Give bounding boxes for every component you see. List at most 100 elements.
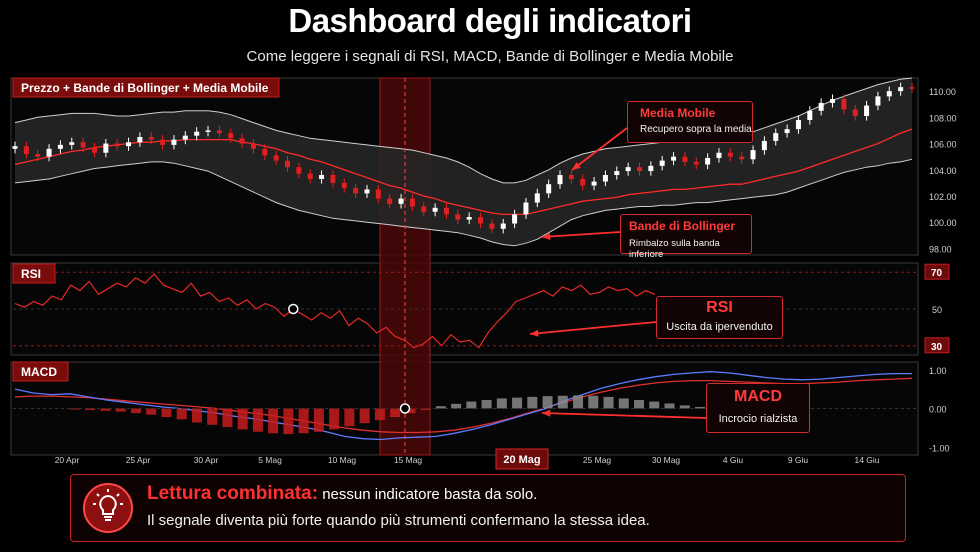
macd-histogram-bar <box>85 408 96 411</box>
callout-rsi: RSI Uscita da ipervenduto <box>656 296 783 339</box>
candle-body <box>875 96 881 106</box>
candle-body <box>80 142 86 148</box>
macd-histogram-bar <box>557 395 568 409</box>
candle-body <box>364 189 370 194</box>
candle-body <box>330 175 336 183</box>
callout-media-mobile-title: Media Mobile <box>640 106 716 120</box>
candle-body <box>137 137 143 143</box>
macd-histogram-bar <box>588 395 599 409</box>
candle-body <box>636 167 642 172</box>
callout-bollinger-text: Rimbalzo sulla banda inferiore <box>629 238 720 260</box>
macd-histogram-bar <box>298 408 309 434</box>
candle-body <box>761 140 767 151</box>
price-tick-label: 108.00 <box>929 113 957 123</box>
rsi-panel-label: RSI <box>21 267 41 281</box>
callout-arrow <box>571 127 628 171</box>
candle-body <box>886 91 892 97</box>
candle-body <box>375 189 381 199</box>
candle-body <box>466 216 472 220</box>
price-tick-label: 104.00 <box>929 166 957 176</box>
candle-body <box>443 207 449 215</box>
macd-histogram-bar <box>359 408 370 424</box>
x-tick-label: 30 Mag <box>652 455 681 465</box>
candle-body <box>784 129 790 134</box>
macd-histogram-bar <box>634 399 645 409</box>
candle-body <box>455 214 461 220</box>
macd-histogram-bar <box>695 406 705 409</box>
callout-macd: MACD Incrocio rialzista <box>706 383 810 433</box>
x-tick-label: 9 Giu <box>788 455 809 465</box>
candle-body <box>421 206 427 212</box>
rsi-signal-marker <box>288 303 299 315</box>
candle-body <box>228 133 234 139</box>
candle-body <box>602 175 608 182</box>
candle-body <box>341 182 347 189</box>
macd-tick-label: 0.00 <box>929 405 947 415</box>
macd-histogram-bar <box>222 408 233 428</box>
macd-histogram-bar <box>268 408 279 434</box>
macd-tick-label: 1.00 <box>929 366 947 376</box>
candle-body <box>409 198 415 207</box>
page-subtitle: Come leggere i segnali di RSI, MACD, Ban… <box>246 48 734 65</box>
candle-body <box>307 173 313 179</box>
candle-body <box>523 202 529 215</box>
candle-body <box>285 160 291 168</box>
macd-signal-line <box>14 377 913 434</box>
macd-tick-label: -1.00 <box>929 443 950 453</box>
candle-body <box>864 105 870 117</box>
candle-body <box>57 144 63 149</box>
macd-histogram-bar <box>481 399 492 409</box>
bollinger-band-fill <box>15 78 912 246</box>
x-tick-label: 14 Giu <box>854 455 879 465</box>
candle-body <box>671 156 677 161</box>
candle-body <box>625 167 631 172</box>
candle-body <box>580 178 586 186</box>
candle-body <box>46 148 52 157</box>
candle-body <box>500 223 506 229</box>
candle-body <box>432 207 438 212</box>
callout-macd-title: MACD <box>734 388 782 405</box>
candle-body <box>909 87 915 89</box>
macd-panel-label-bg <box>12 361 69 382</box>
bollinger-upper-line <box>14 77 913 184</box>
macd-histogram-bar <box>115 408 126 412</box>
price-panel-label-bg <box>12 77 280 98</box>
footer-line-2: Il segnale diventa più forte quando più … <box>147 512 650 529</box>
candle-body <box>648 165 654 172</box>
macd-histogram-bar <box>573 395 584 409</box>
price-tick-label: 102.00 <box>929 192 957 202</box>
candle-body <box>727 152 733 157</box>
macd-histogram-bar <box>161 408 172 418</box>
macd-line <box>14 371 912 441</box>
footer-line-1-text: nessun indicatore basta da solo. <box>322 486 538 503</box>
candle-body <box>818 102 824 111</box>
x-tick-label: 15 Mag <box>394 455 423 465</box>
candle-body <box>534 193 540 203</box>
macd-histogram-bar <box>191 408 202 423</box>
candle-body <box>69 142 75 145</box>
price-panel-label: Prezzo + Bande di Bollinger + Media Mobi… <box>21 81 269 95</box>
candle-body <box>273 155 279 161</box>
candle-body <box>23 146 29 155</box>
x-tick-label: 20 Apr <box>55 455 80 465</box>
rsi-tick-label: 70 <box>931 268 943 279</box>
footer-note: Lettura combinata: nessun indicatore bas… <box>70 474 906 542</box>
x-tick-label: 5 Mag <box>258 455 282 465</box>
price-tick-label: 98.00 <box>929 244 952 254</box>
macd-histogram-bar <box>237 408 248 430</box>
macd-histogram-bar <box>252 408 263 432</box>
candle-body <box>852 109 858 117</box>
candle-body <box>296 167 302 174</box>
callout-media-mobile-text: Recupero sopra la media <box>640 124 752 135</box>
macd-crossover-marker <box>399 403 411 414</box>
x-tick-label: 25 Mag <box>583 455 612 465</box>
rsi-tick-label: 50 <box>932 305 942 315</box>
candle-body <box>591 181 597 186</box>
footer-line-1: Lettura combinata: nessun indicatore bas… <box>147 483 537 505</box>
price-tick-label: 106.00 <box>929 140 957 150</box>
callout-bollinger: Bande di Bollinger Rimbalzo sulla banda … <box>620 214 752 260</box>
rsi-tick-label: 30 <box>931 342 943 353</box>
candle-body <box>114 143 120 147</box>
candle-body <box>91 147 97 153</box>
